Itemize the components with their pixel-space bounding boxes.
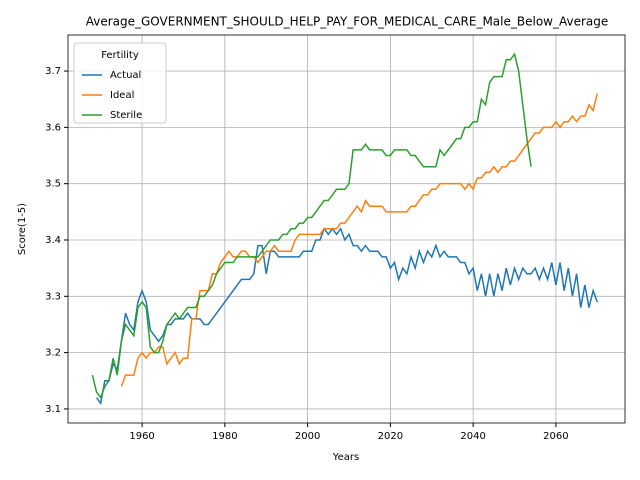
series-line [95, 227, 598, 406]
chart-title: Average_GOVERNMENT_SHOULD_HELP_PAY_FOR_M… [86, 15, 609, 29]
series-line [91, 52, 532, 400]
y-tick-label: 3.7 [45, 66, 61, 77]
legend: Fertility Actual Ideal Sterile [73, 42, 167, 124]
x-tick-label: 2020 [378, 431, 403, 442]
x-tick-label: 2060 [543, 431, 568, 442]
legend-label: Ideal [110, 90, 134, 101]
x-tick-label: 1960 [129, 431, 154, 442]
legend-box [73, 42, 167, 124]
x-tick-label: 2040 [460, 431, 485, 442]
y-tick-label: 3.1 [45, 404, 61, 415]
legend-label: Sterile [110, 110, 142, 121]
x-tick-label: 1980 [212, 431, 237, 442]
series-line [120, 93, 598, 387]
y-tick-label: 3.6 [45, 122, 61, 133]
y-tick-label: 3.3 [45, 291, 61, 302]
y-axis-label: Score(1-5) [17, 203, 28, 255]
plot-frame [67, 34, 626, 424]
y-tick-label: 3.2 [45, 348, 61, 359]
y-tick-label: 3.5 [45, 179, 61, 190]
y-tick-label: 3.4 [45, 235, 61, 246]
x-axis-label: Years [332, 452, 359, 463]
legend-title: Fertility [101, 50, 139, 61]
x-tick-label: 2000 [295, 431, 320, 442]
legend-label: Actual [110, 70, 141, 81]
